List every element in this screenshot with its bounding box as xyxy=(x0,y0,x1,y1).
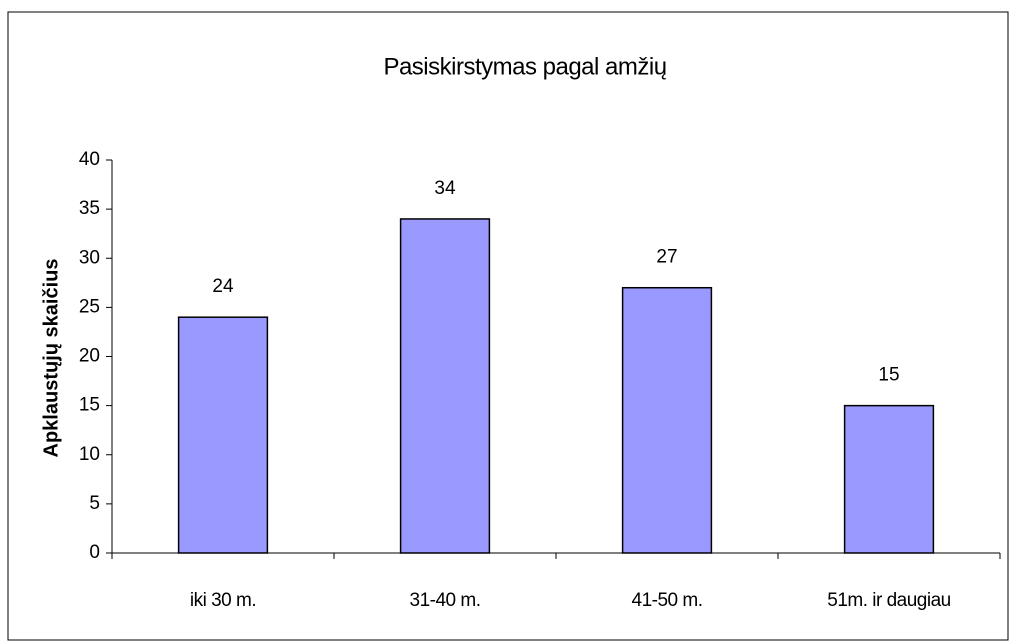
chart-title: Pasiskirstymas pagal amžių xyxy=(383,53,666,80)
bar xyxy=(399,218,491,554)
data-label: 27 xyxy=(656,247,677,268)
x-tick-label: 51m. ir daugiau xyxy=(827,590,950,611)
x-tick-label: iki 30 m. xyxy=(190,590,256,611)
data-label: 34 xyxy=(434,178,456,199)
x-tick-label: 31-40 m. xyxy=(410,590,481,611)
y-tick-label: 30 xyxy=(79,247,100,268)
x-tick-label: 41-50 m. xyxy=(632,590,703,611)
bar xyxy=(621,286,713,554)
y-tick-label: 10 xyxy=(79,444,100,465)
data-label: 15 xyxy=(878,365,899,386)
bar xyxy=(843,404,935,554)
y-tick-label: 5 xyxy=(89,493,100,514)
y-tick-label: 20 xyxy=(79,346,100,367)
chart-border xyxy=(7,11,1009,641)
y-tick-label: 15 xyxy=(79,395,100,416)
data-label: 24 xyxy=(212,276,234,297)
y-axis-label: Apklaustųjų skaičius xyxy=(40,259,62,458)
y-tick-label: 35 xyxy=(79,198,100,219)
y-tick-label: 0 xyxy=(89,542,100,563)
y-tick-label: 25 xyxy=(79,296,100,317)
bar xyxy=(177,316,269,554)
y-tick-label: 40 xyxy=(79,149,100,170)
